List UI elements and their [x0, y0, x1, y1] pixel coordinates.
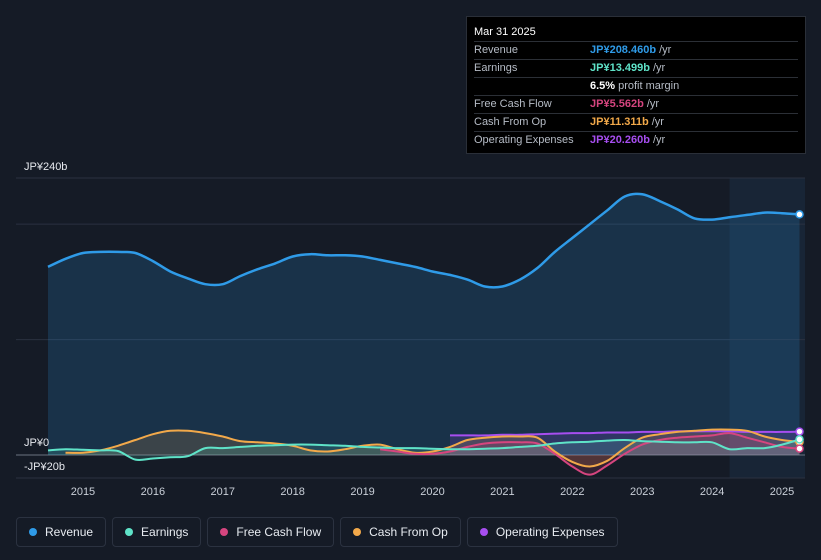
- tooltip-row-free-cash-flow: Free Cash Flow JP¥5.562b /yr: [474, 96, 798, 114]
- legend: Revenue Earnings Free Cash Flow Cash Fro…: [16, 517, 618, 547]
- free-cash-flow-endpoint: [795, 444, 804, 453]
- series-endpoints: [795, 210, 804, 453]
- cash-from-op-line: [65, 428, 800, 468]
- x-axis: 2015 2016 2017 2018 2019 2020 2021 2022 2023 2024…: [71, 486, 795, 498]
- x-tick-label: 2016: [141, 486, 165, 498]
- tooltip-label: Earnings: [474, 62, 518, 74]
- legend-dot-icon: [479, 528, 488, 536]
- x-tick-label: 2022: [560, 486, 584, 498]
- earnings-endpoint: [795, 435, 804, 444]
- legend-label: Cash From Op: [369, 525, 448, 539]
- x-tick-label: 2015: [71, 486, 95, 498]
- tooltip-value: JP¥20.260b: [590, 134, 650, 146]
- y-tick-label: JP¥0: [24, 437, 49, 449]
- tooltip-value: JP¥11.311b: [590, 116, 649, 128]
- tooltip-label: Operating Expenses: [474, 134, 574, 146]
- tooltip-unit: /yr: [652, 62, 666, 74]
- tooltip-date: Mar 31 2025: [474, 23, 798, 42]
- legend-label: Earnings: [141, 525, 189, 539]
- tooltip-label: Free Cash Flow: [474, 98, 552, 110]
- x-tick-label: 2018: [280, 486, 304, 498]
- tooltip-unit: /yr: [651, 116, 664, 128]
- legend-label: Operating Expenses: [495, 525, 605, 539]
- tooltip-unit: /yr: [652, 134, 666, 146]
- legend-dot-icon: [125, 528, 134, 536]
- tooltip-unit: /yr: [646, 98, 660, 110]
- series-lines: [47, 192, 800, 476]
- tooltip-label: Cash From Op: [474, 116, 547, 128]
- legend-item-earnings[interactable]: Earnings: [112, 517, 202, 547]
- operating-expenses-endpoint: [795, 427, 804, 436]
- legend-dot-icon: [353, 528, 362, 536]
- legend-item-operating-expenses[interactable]: Operating Expenses: [466, 517, 618, 547]
- legend-item-cash-from-op[interactable]: Cash From Op: [340, 517, 461, 547]
- tooltip-value: JP¥5.562b: [590, 98, 644, 110]
- free-cash-flow-area: [380, 433, 800, 475]
- tooltip-value: JP¥13.499b: [590, 62, 650, 74]
- legend-label: Revenue: [45, 525, 94, 539]
- tooltip-row-cash-from-op: Cash From Op JP¥11.311b /yr: [474, 114, 798, 132]
- tooltip-row-earnings: Earnings JP¥13.499b /yr: [474, 60, 798, 78]
- tooltip-row-revenue: Revenue JP¥208.460b /yr: [474, 42, 798, 60]
- legend-label: Free Cash Flow: [236, 525, 322, 539]
- free-cash-flow-line: [379, 432, 800, 476]
- tooltip-value: 6.5%: [590, 80, 616, 92]
- legend-dot-icon: [29, 528, 37, 536]
- tooltip-unit: /yr: [659, 44, 672, 56]
- x-tick-label: 2019: [350, 486, 374, 498]
- tooltip-label: [474, 78, 590, 95]
- x-tick-label: 2023: [630, 486, 654, 498]
- earnings-area: [48, 439, 800, 461]
- x-tick-label: 2021: [490, 486, 514, 498]
- tooltip-value: JP¥208.460b: [590, 44, 657, 56]
- y-tick-label: JP¥240b: [24, 161, 67, 173]
- legend-item-revenue[interactable]: Revenue: [16, 517, 107, 547]
- operating-expenses-line: [450, 430, 800, 437]
- chart-area: JP¥240b JP¥0 -JP¥20b 2015 2016 2017 2018 2019 2…: [16, 161, 805, 498]
- revenue-line: [47, 192, 800, 289]
- forecast-highlight-band: [729, 178, 805, 478]
- x-tick-label: 2024: [700, 486, 724, 498]
- tooltip-unit: profit margin: [618, 80, 680, 92]
- gridlines: [16, 177, 805, 479]
- tooltip-label: Revenue: [474, 44, 519, 56]
- x-tick-label: 2017: [211, 486, 235, 498]
- x-tick-label: 2020: [420, 486, 444, 498]
- legend-item-free-cash-flow[interactable]: Free Cash Flow: [207, 517, 335, 547]
- tooltip-row-operating-expenses: Operating Expenses JP¥20.260b /yr: [474, 132, 798, 149]
- y-axis: JP¥240b JP¥0 -JP¥20b: [24, 161, 67, 473]
- legend-dot-icon: [220, 528, 229, 536]
- y-tick-label: -JP¥20b: [24, 461, 65, 473]
- revenue-endpoint: [795, 210, 804, 219]
- earnings-line: [47, 438, 800, 462]
- tooltip: Mar 31 2025 Revenue JP¥208.460b /yr Earn…: [466, 16, 806, 154]
- revenue-area: [48, 193, 800, 455]
- x-tick-label: 2025: [770, 486, 794, 498]
- tooltip-row-profit-margin: 6.5% profit margin: [474, 78, 798, 96]
